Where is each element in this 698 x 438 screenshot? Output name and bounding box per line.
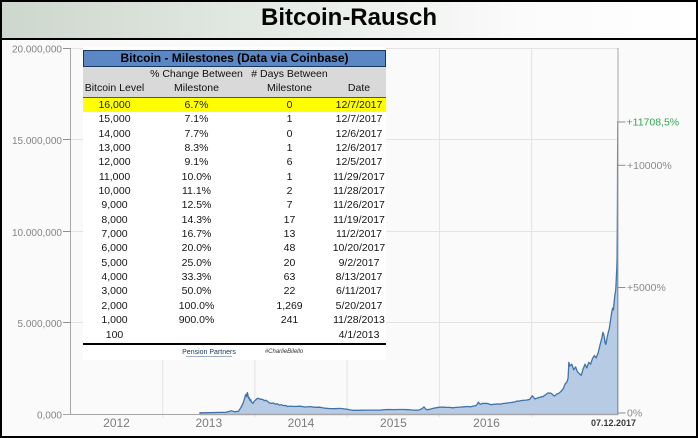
svg-text:07.12.2017: 07.12.2017: [591, 418, 636, 428]
svg-text:2012: 2012: [103, 416, 130, 430]
svg-text:15.000,000: 15.000,000: [12, 136, 62, 147]
svg-text:+5000%: +5000%: [627, 282, 666, 294]
svg-text:2015: 2015: [380, 416, 407, 430]
svg-text:+10000%: +10000%: [627, 160, 672, 172]
svg-text:10.000,000: 10.000,000: [12, 228, 62, 239]
svg-text:0%: 0%: [627, 408, 642, 420]
svg-text:5.000,000: 5.000,000: [18, 319, 63, 330]
svg-text:2013: 2013: [195, 416, 222, 430]
svg-text:0,000: 0,000: [37, 411, 62, 422]
svg-text:2014: 2014: [288, 416, 315, 430]
svg-text:20.000,000: 20.000,000: [12, 45, 62, 56]
svg-text:2016: 2016: [473, 416, 500, 430]
svg-text:+11708,5%: +11708,5%: [627, 117, 680, 129]
